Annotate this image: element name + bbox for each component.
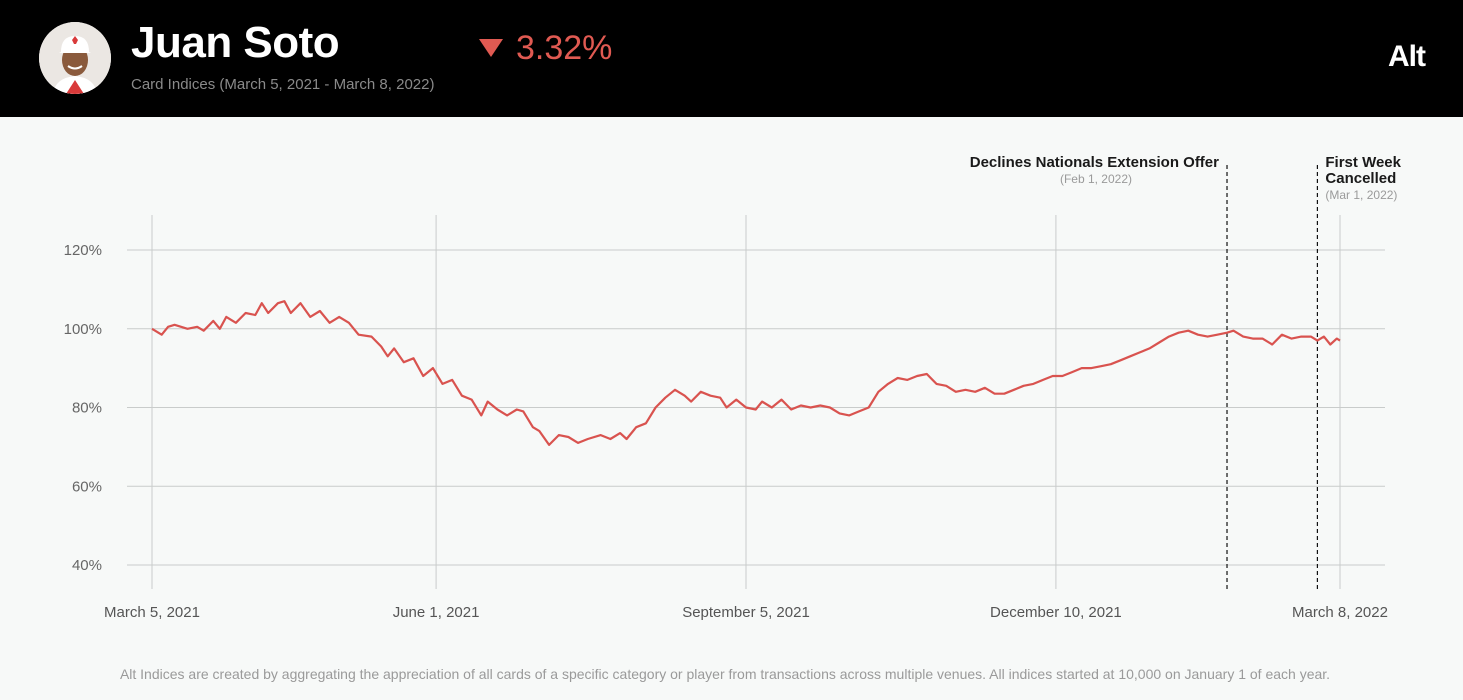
alt-logo: Alt <box>1388 40 1426 73</box>
event-date-label: (Mar 1, 2022) <box>1325 188 1397 202</box>
event-title: Declines Nationals Extension Offer <box>970 154 1219 171</box>
chart-series <box>151 300 1341 446</box>
event-date-label: (Feb 1, 2022) <box>1060 172 1132 186</box>
methodology-note: Alt Indices are created by aggregating t… <box>119 666 1331 682</box>
header-bar: Juan Soto Card Indices (March 5, 2021 - … <box>0 0 1463 117</box>
chart-grid <box>127 215 1385 589</box>
x-tick-label: March 5, 2021 <box>104 604 200 621</box>
x-tick-label: December 10, 2021 <box>990 604 1122 621</box>
event-title: First Week <box>1325 154 1401 171</box>
index-date-range: Card Indices (March 5, 2021 - March 8, 2… <box>131 76 435 93</box>
chart-axis-labels: 120% 100% 80% 60% 40% March 5, 2021 June 1, 20… <box>64 242 1388 621</box>
triangle-down-icon <box>479 39 503 57</box>
y-tick-label: 60% <box>72 478 102 495</box>
index-change: 3.32% <box>478 28 612 68</box>
player-name: Juan Soto <box>131 18 340 67</box>
x-tick-label: March 8, 2022 <box>1292 604 1388 621</box>
y-tick-label: 100% <box>64 321 102 338</box>
series-line <box>151 300 1341 446</box>
y-tick-label: 80% <box>72 400 102 417</box>
y-tick-label: 40% <box>72 557 102 574</box>
x-tick-label: June 1, 2021 <box>393 604 480 621</box>
x-tick-label: September 5, 2021 <box>682 604 810 621</box>
player-avatar-icon <box>39 22 111 94</box>
chart-annotations: Declines Nationals Extension Offer(Feb 1… <box>970 154 1402 589</box>
change-percent: 3.32% <box>516 28 613 67</box>
y-tick-label: 120% <box>64 242 102 259</box>
event-title: Cancelled <box>1325 170 1396 187</box>
index-line-chart: Declines Nationals Extension Offer(Feb 1… <box>64 154 1402 621</box>
